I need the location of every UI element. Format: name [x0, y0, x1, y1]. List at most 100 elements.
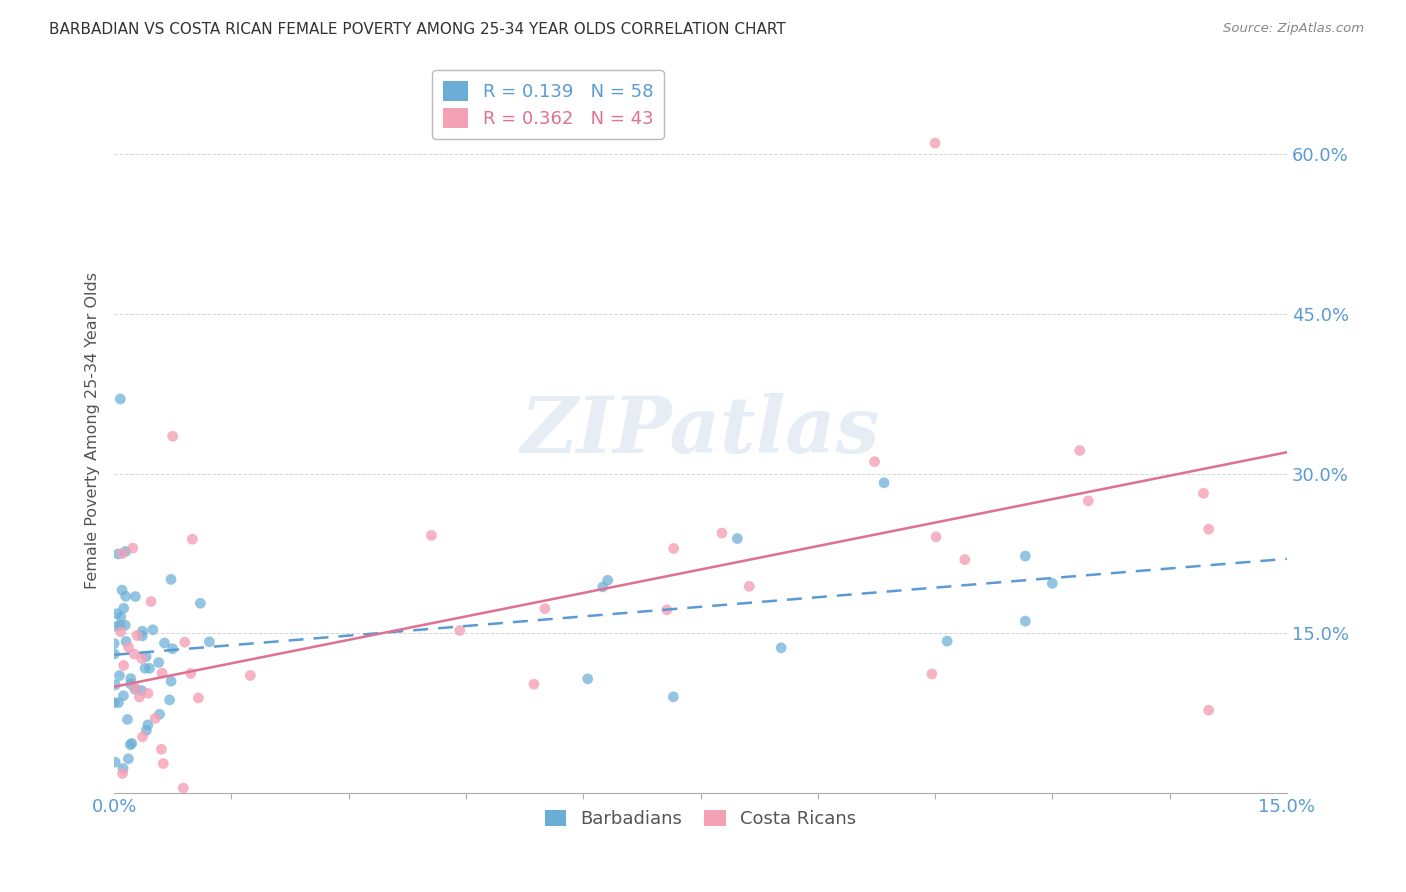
Point	[114, 544, 136, 558]
Point	[120, 738, 142, 752]
Point	[592, 580, 614, 594]
Point	[936, 634, 959, 648]
Point	[110, 624, 132, 639]
Point	[953, 552, 976, 566]
Point	[107, 696, 129, 710]
Point	[121, 541, 143, 556]
Point	[120, 677, 142, 691]
Point	[114, 590, 136, 604]
Point	[738, 579, 761, 593]
Point	[180, 666, 202, 681]
Point	[925, 530, 948, 544]
Point	[143, 711, 166, 725]
Point	[173, 635, 195, 649]
Point	[124, 681, 146, 695]
Point	[1198, 703, 1220, 717]
Point	[710, 526, 733, 541]
Point	[1014, 549, 1036, 563]
Point	[1198, 522, 1220, 536]
Point	[172, 780, 194, 795]
Point	[104, 755, 127, 769]
Point	[117, 640, 139, 655]
Point	[117, 713, 139, 727]
Point	[523, 677, 546, 691]
Point	[152, 756, 174, 771]
Point	[131, 730, 153, 744]
Point	[131, 624, 153, 639]
Legend: Barbadians, Costa Ricans: Barbadians, Costa Ricans	[537, 802, 863, 835]
Point	[150, 666, 173, 681]
Text: ZIPatlas: ZIPatlas	[520, 392, 880, 469]
Point	[148, 656, 170, 670]
Point	[111, 583, 134, 598]
Point	[112, 658, 135, 673]
Point	[103, 647, 125, 661]
Point	[662, 690, 685, 704]
Point	[103, 636, 125, 650]
Point	[128, 690, 150, 704]
Point	[187, 690, 209, 705]
Point	[153, 636, 176, 650]
Point	[103, 696, 125, 710]
Point	[125, 629, 148, 643]
Text: BARBADIAN VS COSTA RICAN FEMALE POVERTY AMONG 25-34 YEAR OLDS CORRELATION CHART: BARBADIAN VS COSTA RICAN FEMALE POVERTY …	[49, 22, 786, 37]
Point	[142, 623, 165, 637]
Point	[181, 532, 204, 546]
Point	[138, 661, 160, 675]
Point	[148, 707, 170, 722]
Point	[873, 475, 896, 490]
Point	[655, 603, 678, 617]
Point	[104, 678, 127, 692]
Point	[108, 618, 131, 632]
Point	[131, 629, 153, 643]
Point	[134, 661, 156, 675]
Point	[1192, 486, 1215, 500]
Point	[449, 624, 471, 638]
Point	[162, 641, 184, 656]
Point	[131, 683, 153, 698]
Point	[863, 455, 886, 469]
Point	[111, 766, 134, 780]
Point	[725, 532, 748, 546]
Point	[124, 682, 146, 697]
Point	[135, 723, 157, 738]
Point	[160, 674, 183, 689]
Point	[924, 136, 946, 150]
Point	[420, 528, 443, 542]
Point	[110, 392, 132, 406]
Point	[105, 607, 128, 621]
Point	[190, 596, 212, 610]
Point	[162, 429, 184, 443]
Point	[1014, 614, 1036, 628]
Point	[115, 634, 138, 648]
Point	[534, 601, 557, 615]
Point	[112, 762, 135, 776]
Point	[108, 668, 131, 682]
Point	[1069, 443, 1091, 458]
Y-axis label: Female Poverty Among 25-34 Year Olds: Female Poverty Among 25-34 Year Olds	[86, 272, 100, 590]
Point	[596, 573, 619, 587]
Point	[124, 647, 146, 661]
Point	[135, 649, 157, 664]
Point	[239, 668, 262, 682]
Point	[111, 547, 134, 561]
Point	[662, 541, 685, 556]
Point	[576, 672, 599, 686]
Text: Source: ZipAtlas.com: Source: ZipAtlas.com	[1223, 22, 1364, 36]
Point	[114, 618, 136, 632]
Point	[921, 667, 943, 681]
Point	[150, 742, 173, 756]
Point	[1040, 576, 1063, 591]
Point	[112, 601, 135, 615]
Point	[117, 752, 139, 766]
Point	[121, 736, 143, 750]
Point	[1077, 494, 1099, 508]
Point	[110, 610, 132, 624]
Point	[124, 590, 146, 604]
Point	[139, 594, 162, 608]
Point	[136, 718, 159, 732]
Point	[159, 693, 181, 707]
Point	[105, 619, 128, 633]
Point	[131, 651, 153, 665]
Point	[107, 547, 129, 561]
